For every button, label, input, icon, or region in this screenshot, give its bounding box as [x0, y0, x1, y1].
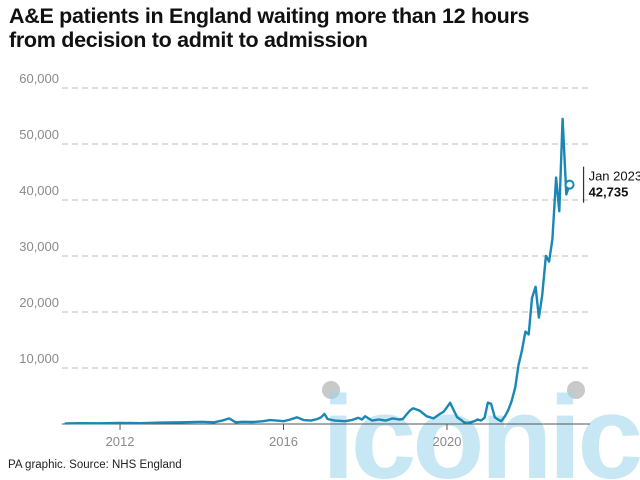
x-axis-ticks: 2012 2016 2020 [106, 424, 462, 449]
chart-title: A&E patients in England waiting more tha… [9, 4, 530, 52]
annotation-label: Jan 2023 [589, 169, 640, 184]
y-axis-ticks: 10,000 20,000 30,000 40,000 50,000 60,000 [19, 71, 59, 366]
source-note: PA graphic. Source: NHS England [8, 459, 182, 471]
x-tick-label: 2020 [433, 434, 462, 449]
annotation-value: 42,735 [589, 185, 629, 200]
iconic-watermark: iconic [322, 372, 640, 480]
gridlines [62, 87, 590, 369]
x-tick-label: 2016 [269, 434, 298, 449]
y-tick-label: 30,000 [19, 239, 59, 254]
x-tick-label: 2012 [106, 434, 135, 449]
annotation-marker [564, 179, 575, 190]
y-tick-label: 60,000 [19, 71, 59, 86]
watermark-text: iconic [322, 372, 640, 480]
y-tick-label: 50,000 [19, 127, 59, 142]
series-line [64, 117, 571, 425]
y-tick-label: 40,000 [19, 183, 59, 198]
y-tick-label: 10,000 [19, 351, 59, 366]
y-tick-label: 20,000 [19, 295, 59, 310]
annotation: Jan 2023 42,735 [564, 166, 640, 203]
watermark-dot [567, 381, 585, 399]
watermark-dot [322, 381, 340, 399]
